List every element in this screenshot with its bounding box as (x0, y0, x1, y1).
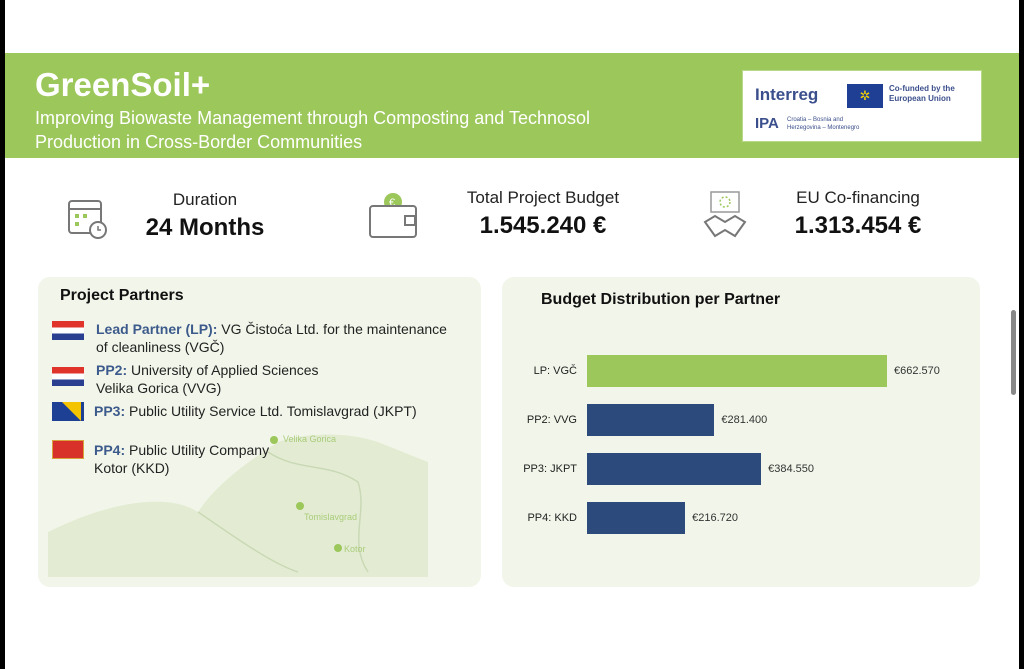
map-label-velika-gorica: Velika Gorica (283, 434, 336, 444)
page: GreenSoil+ Improving Biowaste Management… (5, 0, 1019, 669)
partner-code: PP2: (96, 362, 128, 378)
bar-value-label: €662.570 (894, 365, 940, 377)
partner-code: PP4: (94, 442, 126, 458)
map-pin-icon (296, 502, 304, 510)
ipa-text: IPA (755, 115, 779, 132)
stat-value: 1.313.454 € (794, 212, 922, 239)
bosnia-flag-icon (52, 402, 84, 421)
map-label-kotor: Kotor (344, 544, 366, 554)
page-subtitle: Improving Biowaste Management through Co… (35, 108, 590, 152)
stat-label: Total Project Budget (466, 188, 620, 207)
stat-eu-cofinancing: EU Co-financing 1.313.454 € (768, 188, 948, 240)
project-partners-card: Project Partners Velika Gorica Tomislavg… (38, 277, 481, 587)
bar (587, 404, 715, 436)
handshake-eu-icon (703, 191, 747, 238)
bar (587, 453, 762, 485)
partner-code: Lead Partner (LP): (96, 321, 218, 337)
partner-item-lp: Lead Partner (LP): VG Čistoća Ltd. for t… (96, 320, 456, 356)
map-pin-icon (334, 544, 342, 552)
calendar-clock-icon (68, 200, 107, 239)
stat-value: 24 Months (145, 214, 265, 241)
partner-item-pp3: PP3: Public Utility Service Ltd. Tomisla… (94, 402, 474, 420)
stat-total-budget: Total Project Budget 1.545.240 € (443, 188, 643, 240)
stat-label: EU Co-financing (796, 188, 920, 207)
partner-name: Public Utility Service Ltd. Tomislavgrad… (129, 403, 417, 419)
bar-category-label: PP2: VVG (526, 414, 577, 426)
bar-value-label: €281.400 (721, 414, 768, 426)
croatia-flag-icon (52, 367, 84, 386)
bar-value-label: €384.550 (768, 463, 814, 475)
partner-item-pp2: PP2: University of Applied Sciences Veli… (96, 361, 346, 397)
svg-text:€: € (389, 197, 395, 209)
stat-value: 1.545.240 € (479, 212, 607, 239)
croatia-flag-icon (52, 321, 84, 340)
map-label-tomislavgrad: Tomislavgrad (304, 512, 357, 522)
partner-name: Public Utility Company Kotor (KKD) (94, 442, 270, 476)
bar-value-label: €216.720 (692, 512, 739, 524)
partner-name: VG Čistoća Ltd. for the maintenance of c… (96, 321, 447, 355)
bar-category-label: PP3: JKPT (523, 463, 577, 475)
partner-item-pp4: PP4: Public Utility Company Kotor (KKD) (94, 441, 284, 477)
region-map: Velika Gorica Tomislavgrad Kotor (48, 434, 428, 577)
scrollbar[interactable] (1011, 310, 1016, 395)
funding-logo: Interreg ✲ Co-funded by the European Uni… (742, 70, 982, 142)
stat-label: Duration (172, 190, 238, 209)
partner-code: PP3: (94, 403, 126, 419)
page-title: GreenSoil+ (35, 66, 211, 103)
partner-name: University of Applied Sciences Velika Go… (96, 362, 319, 396)
bar-category-label: PP4: KKD (527, 512, 577, 524)
bar-category-label: LP: VGČ (533, 365, 577, 377)
bar (587, 502, 686, 534)
montenegro-flag-icon (52, 440, 84, 459)
chart-title: Budget Distribution per Partner (541, 291, 781, 308)
eu-flag-icon: ✲ (847, 84, 883, 108)
bar (587, 355, 887, 387)
stat-duration: Duration 24 Months (120, 190, 290, 242)
budget-chart-card: Budget Distribution per Partner LP: VGČ €… (502, 277, 980, 587)
eu-cofunded-text: Co-funded by the European Union (889, 84, 955, 103)
ipa-region-text: Croatia – Bosnia and Herzegovina – Monte… (787, 117, 860, 131)
interreg-logo-text: Interreg (755, 85, 819, 104)
wallet-euro-icon: € (369, 193, 417, 238)
partners-title: Project Partners (60, 287, 184, 304)
map-pin-icon (270, 436, 278, 444)
